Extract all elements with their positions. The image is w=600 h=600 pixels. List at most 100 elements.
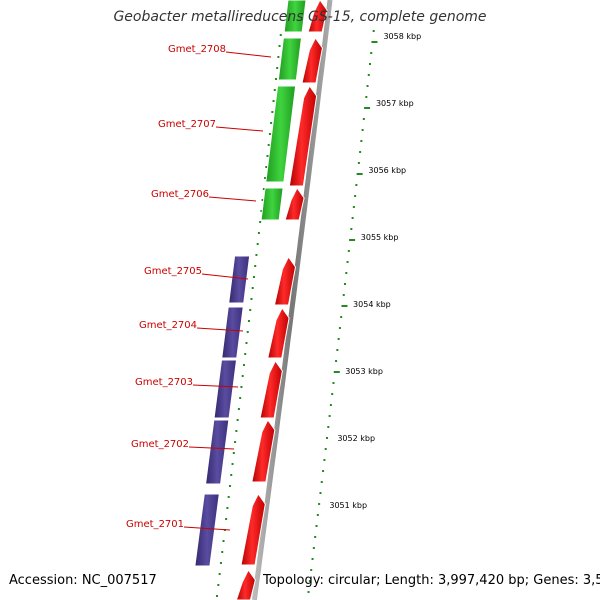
inner-tick — [273, 89, 276, 91]
accession-text: Accession: NC_007517 — [9, 573, 157, 588]
scale-tick — [332, 382, 335, 384]
inner-tick — [278, 45, 281, 47]
reverse-cds-block — [205, 419, 230, 485]
gene-label: Gmet_2707 — [158, 119, 217, 130]
scale-tick — [322, 470, 325, 472]
backbone-track — [251, 0, 333, 600]
scale-label: 3057 kbp — [375, 99, 414, 108]
scale-tick — [344, 283, 347, 285]
inner-tick — [270, 122, 273, 124]
scale-tick — [312, 547, 315, 549]
scale-tick — [327, 426, 330, 428]
inner-tick — [230, 474, 233, 476]
scale-tick — [357, 162, 360, 164]
scale-label: 3053 kbp — [345, 367, 383, 376]
scale-tick — [366, 85, 369, 87]
leader-line — [196, 327, 244, 332]
inner-tick — [256, 243, 259, 245]
inner-tick — [247, 320, 250, 322]
scale-label: 3054 kbp — [353, 300, 391, 309]
scale-tick — [352, 206, 355, 208]
inner-tick — [216, 595, 219, 597]
leader-line — [188, 446, 235, 450]
scale-tick — [324, 448, 327, 450]
forward-cds-arrow — [235, 569, 256, 600]
inner-tick — [222, 540, 225, 542]
scale-tick — [314, 536, 317, 538]
gene-label: Gmet_2703 — [135, 377, 194, 388]
genome-summary-text: Topology: circular; Length: 3,997,420 bp… — [263, 573, 600, 588]
forward-cds-arrow — [251, 419, 276, 483]
forward-cds-arrow — [240, 493, 266, 566]
scale-tick — [310, 569, 313, 571]
forward-cds-arrow — [307, 0, 328, 33]
forward-cds-arrow — [301, 37, 323, 84]
gc-skew-block — [277, 37, 302, 81]
scale-tick — [318, 503, 321, 505]
inner-tick — [261, 199, 264, 201]
scale-label: 3058 kbp — [383, 32, 422, 41]
inner-tick — [271, 111, 274, 113]
scale-ticks — [216, 30, 378, 597]
gc-skew-block — [260, 187, 284, 221]
scale-tick — [361, 129, 364, 131]
scale-tick — [369, 63, 372, 65]
scale-tick — [351, 217, 354, 219]
inner-tick — [235, 430, 238, 432]
scale-tick — [341, 305, 348, 307]
leader-line — [201, 273, 249, 280]
scale-tick — [319, 492, 322, 494]
scale-tick — [325, 437, 328, 439]
forward-cds-arrow — [267, 307, 290, 359]
inner-tick — [227, 496, 230, 498]
scale-tick — [370, 52, 373, 54]
inner-tick — [272, 100, 275, 102]
gene-label: Gmet_2705 — [144, 266, 203, 277]
inner-tick — [217, 584, 220, 586]
scale-tick — [337, 338, 340, 340]
inner-tick — [277, 56, 280, 58]
leader-line — [225, 51, 272, 58]
scale-tick — [346, 261, 349, 263]
leader-line — [208, 196, 257, 202]
reverse-cds-block — [213, 359, 238, 419]
inner-tick — [226, 507, 229, 509]
inner-tick — [244, 353, 247, 355]
inner-tick — [267, 144, 270, 146]
inner-tick — [239, 397, 242, 399]
scale-tick — [333, 371, 340, 373]
inner-tick — [254, 265, 257, 267]
scale-tick — [316, 514, 319, 516]
scale-tick — [329, 404, 332, 406]
inner-tick — [242, 364, 245, 366]
scale-tick — [311, 558, 314, 560]
inner-tick — [250, 298, 253, 300]
scale-tick — [356, 173, 363, 175]
feature-tracks — [194, 0, 333, 600]
scale-tick — [338, 327, 341, 329]
inner-tick — [274, 78, 277, 80]
scale-tick — [340, 316, 343, 318]
gene-label: Gmet_2702 — [131, 439, 190, 450]
inner-tick — [279, 34, 282, 36]
inner-tick — [252, 276, 255, 278]
gene-label: Gmet_2706 — [151, 189, 210, 200]
scale-tick — [331, 393, 334, 395]
scale-tick — [355, 184, 358, 186]
inner-tick — [219, 562, 222, 564]
scale-tick — [323, 459, 326, 461]
scale-tick — [345, 272, 348, 274]
leader-line — [183, 526, 231, 531]
inner-tick — [246, 331, 249, 333]
inner-tick — [265, 166, 268, 168]
scale-label: 3055 kbp — [360, 233, 399, 242]
inner-tick — [237, 408, 240, 410]
scale-tick — [360, 140, 363, 142]
reverse-cds-block — [194, 493, 220, 567]
inner-tick — [268, 133, 271, 135]
reverse-cds-block — [221, 306, 244, 359]
label-leaders — [183, 51, 272, 531]
scale-label: 3051 kbp — [329, 501, 368, 510]
scale-tick — [335, 360, 338, 362]
gene-label: Gmet_2704 — [139, 320, 198, 331]
